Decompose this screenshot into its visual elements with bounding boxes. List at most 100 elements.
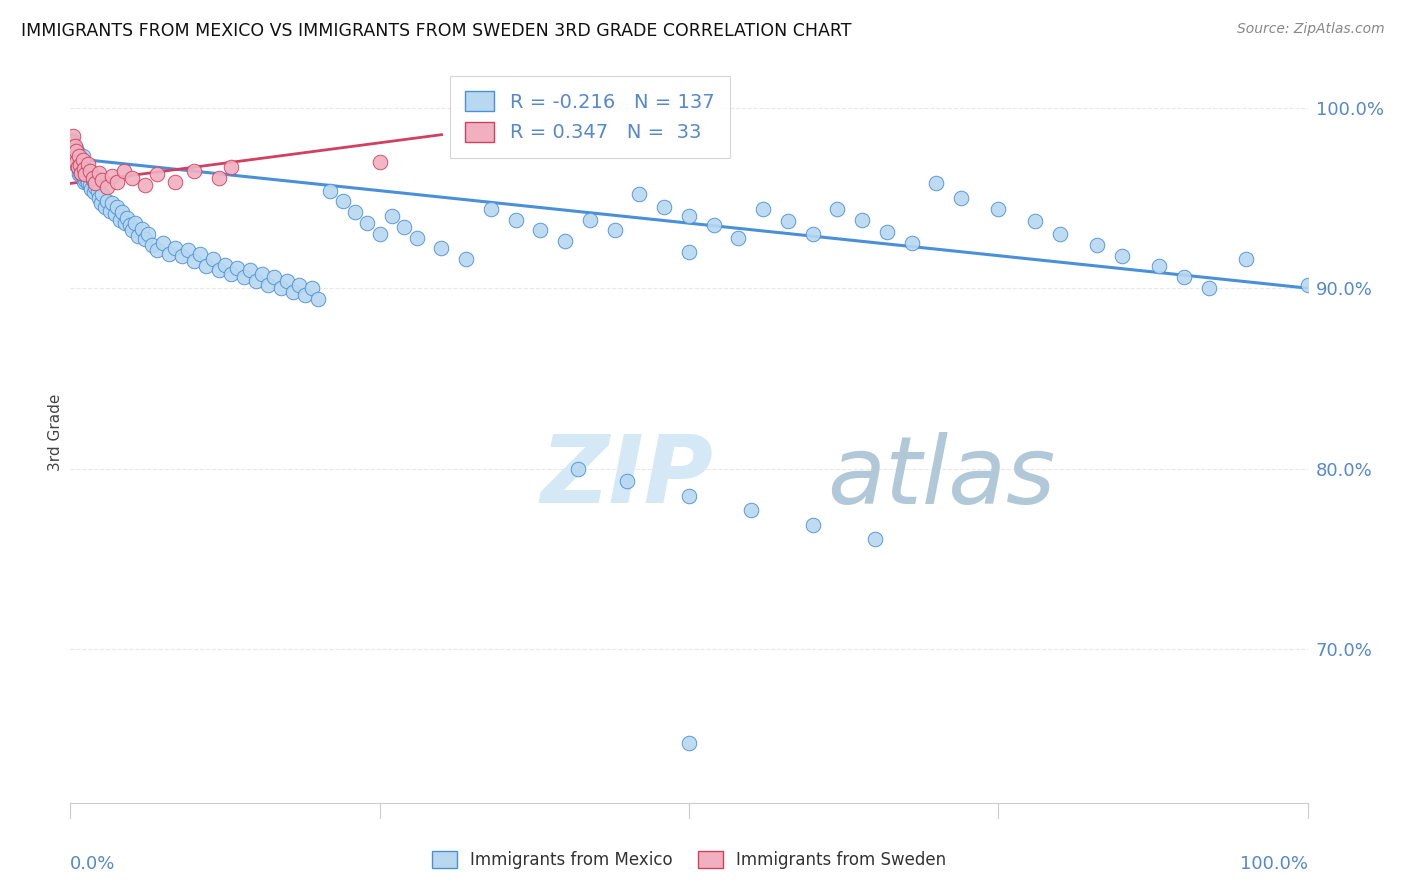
Point: [73, 175, 96, 189]
Text: ZIP: ZIP: [540, 431, 713, 523]
Point: [60, 133, 83, 147]
Point: [112, 163, 135, 178]
Point: [579, 212, 602, 227]
Point: [1111, 249, 1133, 263]
Point: [86, 184, 108, 198]
Point: [678, 245, 700, 260]
Text: 100.0%: 100.0%: [1240, 855, 1308, 872]
Point: [60, 135, 83, 149]
Point: [628, 187, 651, 202]
Point: [1085, 237, 1108, 252]
Point: [131, 221, 153, 235]
Point: [96, 180, 118, 194]
Text: 0.0%: 0.0%: [70, 855, 115, 872]
Point: [77, 169, 100, 184]
Point: [105, 200, 128, 214]
Point: [66, 160, 89, 174]
Point: [67, 168, 90, 182]
Point: [208, 263, 231, 277]
Point: [121, 171, 143, 186]
Point: [66, 145, 89, 160]
Point: [727, 230, 749, 244]
Point: [67, 158, 90, 172]
Point: [479, 202, 502, 216]
Point: [456, 252, 478, 267]
Point: [134, 232, 156, 246]
Point: [75, 171, 97, 186]
Point: [177, 244, 200, 258]
Point: [101, 196, 124, 211]
Point: [65, 158, 87, 172]
Point: [319, 184, 342, 198]
Point: [94, 200, 117, 214]
Point: [925, 177, 948, 191]
Point: [1234, 252, 1257, 267]
Point: [250, 267, 273, 281]
Point: [76, 177, 98, 191]
Point: [195, 260, 218, 274]
Point: [73, 165, 96, 179]
Point: [214, 258, 236, 272]
Point: [368, 227, 391, 241]
Point: [62, 145, 84, 160]
Point: [827, 202, 849, 216]
Point: [65, 142, 87, 156]
Point: [1198, 281, 1220, 295]
Point: [1049, 227, 1071, 241]
Point: [65, 154, 87, 169]
Point: [801, 227, 824, 241]
Point: [381, 209, 404, 223]
Point: [73, 161, 96, 176]
Point: [111, 205, 134, 219]
Point: [245, 274, 267, 288]
Y-axis label: 3rd Grade: 3rd Grade: [48, 394, 63, 471]
Point: [63, 149, 86, 163]
Point: [63, 153, 86, 167]
Point: [105, 175, 128, 189]
Point: [239, 263, 262, 277]
Point: [900, 235, 922, 250]
Point: [257, 277, 280, 292]
Point: [183, 163, 205, 178]
Point: [69, 158, 91, 172]
Point: [616, 475, 638, 489]
Point: [136, 227, 159, 241]
Point: [65, 144, 87, 158]
Point: [69, 156, 91, 170]
Point: [183, 254, 205, 268]
Point: [69, 165, 91, 179]
Point: [152, 235, 174, 250]
Point: [63, 145, 86, 160]
Point: [65, 151, 87, 165]
Point: [127, 228, 149, 243]
Point: [63, 144, 86, 158]
Point: [276, 274, 298, 288]
Point: [83, 186, 105, 200]
Point: [876, 225, 898, 239]
Point: [96, 194, 118, 209]
Point: [82, 171, 104, 186]
Point: [75, 163, 97, 178]
Text: IMMIGRANTS FROM MEXICO VS IMMIGRANTS FROM SWEDEN 3RD GRADE CORRELATION CHART: IMMIGRANTS FROM MEXICO VS IMMIGRANTS FRO…: [21, 22, 852, 40]
Point: [987, 202, 1010, 216]
Point: [108, 212, 131, 227]
Point: [114, 216, 136, 230]
Point: [90, 196, 112, 211]
Point: [72, 168, 94, 182]
Point: [98, 203, 121, 218]
Point: [863, 532, 886, 546]
Point: [603, 223, 626, 237]
Point: [69, 147, 91, 161]
Text: atlas: atlas: [828, 432, 1056, 523]
Point: [851, 212, 873, 227]
Point: [201, 252, 224, 267]
Point: [124, 216, 146, 230]
Point: [430, 242, 453, 256]
Point: [307, 292, 329, 306]
Point: [62, 129, 84, 144]
Point: [165, 242, 187, 256]
Point: [288, 277, 311, 292]
Point: [554, 234, 576, 248]
Point: [505, 212, 527, 227]
Point: [72, 149, 94, 163]
